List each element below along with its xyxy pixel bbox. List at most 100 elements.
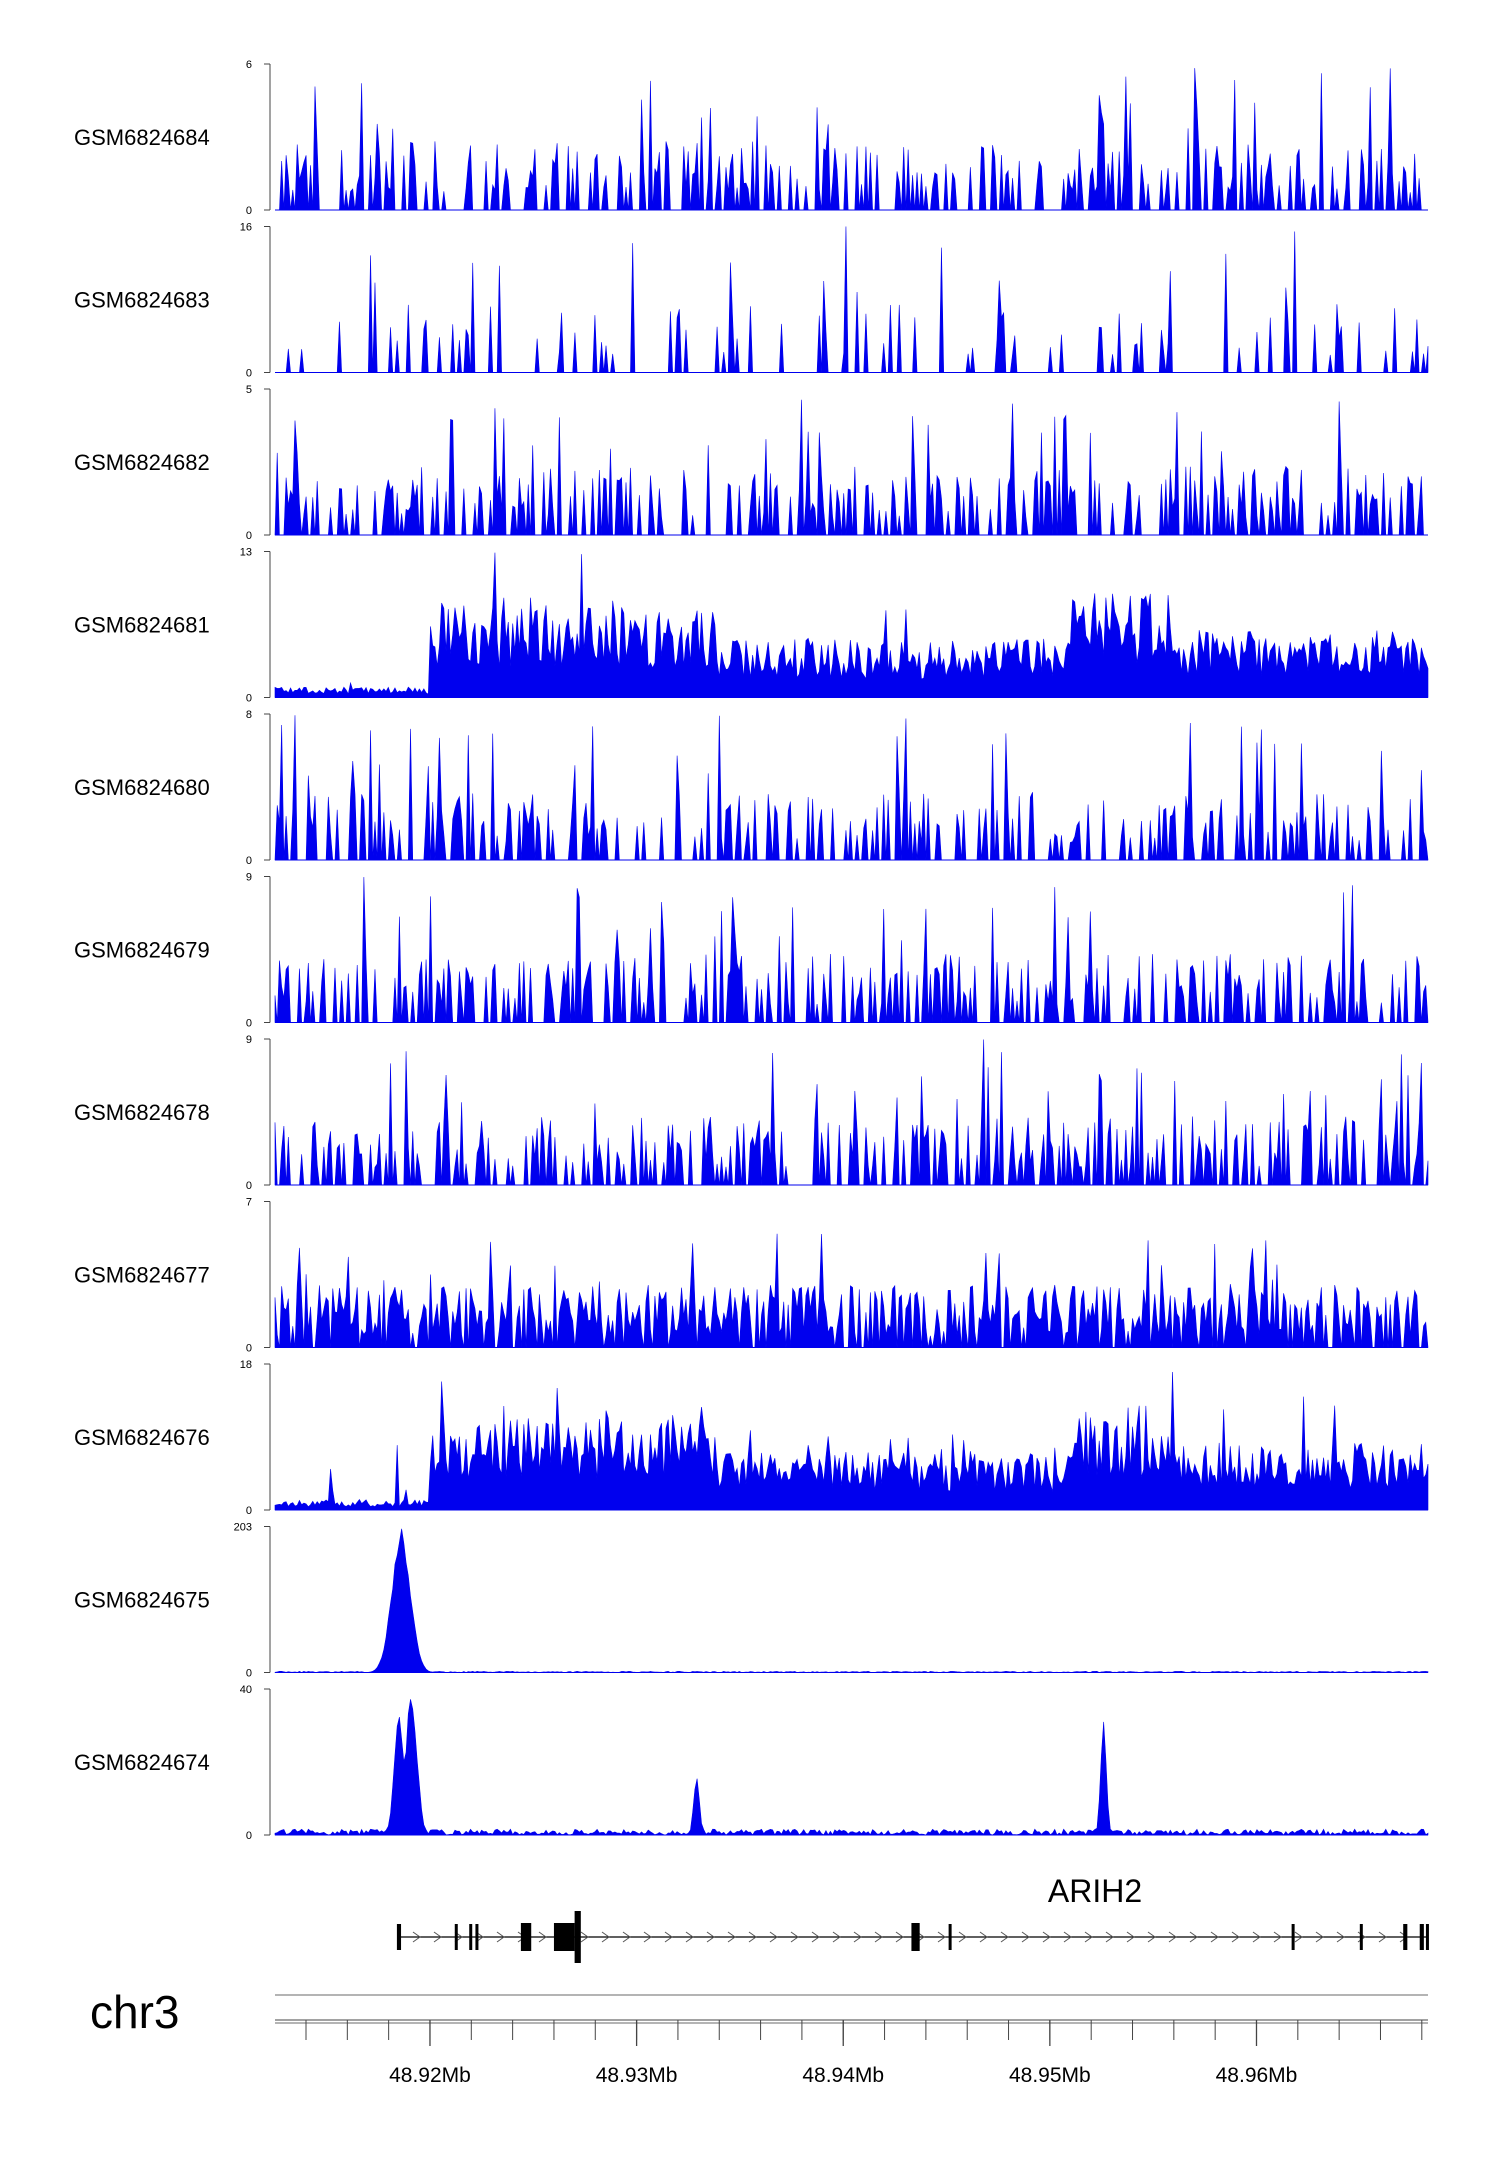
y-min-label: 0	[246, 1343, 252, 1355]
gene-exon	[1403, 1924, 1408, 1950]
strand-arrow-icon	[433, 1931, 442, 1943]
strand-arrow-icon	[1084, 1931, 1093, 1943]
gene-exon	[948, 1924, 952, 1950]
strand-arrow-icon	[412, 1931, 421, 1943]
strand-arrow-icon	[1000, 1931, 1009, 1943]
track-label: GSM6824674	[74, 1750, 210, 1775]
track-GSM6824684: GSM6824684 6 0	[74, 59, 1428, 217]
strand-arrow-icon	[1231, 1931, 1240, 1943]
y-min-label: 0	[246, 1668, 252, 1680]
y-max-label: 9	[246, 1034, 252, 1046]
signal-area	[275, 68, 1428, 211]
gene-exon	[553, 1923, 575, 1951]
track-label: GSM6824684	[74, 125, 210, 150]
y-max-label: 203	[234, 1522, 252, 1534]
chromosome-label: chr3	[90, 1986, 179, 2038]
x-axis-tick-label: 48.94Mb	[802, 2064, 884, 2087]
track-label: GSM6824678	[74, 1100, 210, 1125]
strand-arrow-icon	[601, 1931, 610, 1943]
strand-arrow-icon	[958, 1931, 967, 1943]
track-GSM6824676: GSM6824676 18 0	[74, 1359, 1429, 1517]
gene-exon	[520, 1923, 532, 1951]
strand-arrow-icon	[1378, 1931, 1387, 1943]
y-min-label: 0	[246, 530, 252, 542]
signal-area	[274, 1528, 1429, 1673]
signal-area	[274, 399, 1428, 536]
strand-arrow-icon	[1210, 1931, 1219, 1943]
track-GSM6824679: GSM6824679 9 0	[74, 872, 1429, 1030]
strand-arrow-icon	[580, 1931, 589, 1943]
signal-area	[274, 1699, 1429, 1836]
y-max-label: 5	[246, 384, 252, 396]
y-min-label: 0	[246, 855, 252, 867]
y-max-label: 40	[240, 1684, 252, 1696]
gene-exon	[1359, 1924, 1363, 1950]
track-label: GSM6824677	[74, 1263, 210, 1288]
strand-arrow-icon	[1126, 1931, 1135, 1943]
strand-arrow-icon	[937, 1931, 946, 1943]
strand-arrow-icon	[1189, 1931, 1198, 1943]
strand-arrow-icon	[874, 1931, 883, 1943]
track-GSM6824675: GSM6824675 203 0	[74, 1522, 1429, 1680]
strand-arrow-icon	[1336, 1931, 1345, 1943]
strand-arrow-icon	[643, 1931, 652, 1943]
y-max-label: 8	[246, 709, 252, 721]
strand-arrow-icon	[1063, 1931, 1072, 1943]
chromosome-axis: chr3 48.92Mb 48.93Mb 48.94Mb 48.95Mb 48.96Mb	[90, 1986, 1428, 2087]
gene-exon	[475, 1924, 479, 1950]
y-min-label: 0	[246, 368, 252, 380]
track-GSM6824680: GSM6824680 8 0	[74, 709, 1429, 867]
strand-arrow-icon	[496, 1931, 505, 1943]
gene-exon	[469, 1924, 473, 1950]
track-label: GSM6824681	[74, 613, 210, 638]
y-max-label: 18	[240, 1359, 252, 1371]
y-max-label: 6	[246, 59, 252, 71]
signal-tracks: GSM682468460GSM6824683160GSM682468250GSM…	[74, 59, 1429, 1842]
signal-area	[274, 1039, 1429, 1186]
strand-arrow-icon	[1021, 1931, 1030, 1943]
x-axis-tick-label: 48.93Mb	[596, 2064, 678, 2087]
gene-exon	[1419, 1924, 1424, 1950]
y-min-label: 0	[246, 1830, 252, 1842]
y-min-label: 0	[246, 1505, 252, 1517]
strand-arrow-icon	[811, 1931, 820, 1943]
y-max-label: 9	[246, 872, 252, 884]
x-axis-tick-label: 48.95Mb	[1009, 2064, 1091, 2087]
strand-arrow-icon	[1147, 1931, 1156, 1943]
strand-arrow-icon	[832, 1931, 841, 1943]
signal-area	[274, 715, 1429, 861]
gene-exon	[574, 1911, 581, 1963]
strand-arrow-icon	[1294, 1931, 1303, 1943]
track-label: GSM6824675	[74, 1588, 210, 1613]
strand-arrow-icon	[1105, 1931, 1114, 1943]
strand-arrow-icon	[1168, 1931, 1177, 1943]
strand-arrow-icon	[1252, 1931, 1261, 1943]
strand-arrow-icon	[664, 1931, 673, 1943]
track-label: GSM6824676	[74, 1425, 210, 1450]
track-GSM6824674: GSM6824674 40 0	[74, 1684, 1429, 1842]
x-axis-tick-label: 48.96Mb	[1216, 2064, 1298, 2087]
gene-exon	[1425, 1924, 1429, 1950]
strand-arrow-icon	[727, 1931, 736, 1943]
strand-arrow-icon	[622, 1931, 631, 1943]
y-min-label: 0	[246, 1180, 252, 1192]
gene-exon	[911, 1923, 920, 1951]
track-label: GSM6824682	[74, 450, 210, 475]
track-label: GSM6824679	[74, 938, 210, 963]
strand-arrow-icon	[1273, 1931, 1282, 1943]
track-GSM6824677: GSM6824677 7 0	[74, 1197, 1429, 1355]
y-max-label: 13	[240, 547, 252, 559]
strand-arrow-icon	[685, 1931, 694, 1943]
strand-arrow-icon	[790, 1931, 799, 1943]
y-max-label: 7	[246, 1197, 252, 1209]
strand-arrow-icon	[748, 1931, 757, 1943]
x-axis-tick-label: 48.92Mb	[389, 2064, 471, 2087]
track-label: GSM6824683	[74, 288, 210, 313]
signal-area	[274, 552, 1429, 698]
strand-arrow-icon	[1315, 1931, 1324, 1943]
strand-arrow-icon	[1042, 1931, 1051, 1943]
signal-area	[274, 1233, 1429, 1348]
signal-area	[274, 877, 1429, 1023]
track-GSM6824681: GSM6824681 13 0	[74, 547, 1429, 705]
